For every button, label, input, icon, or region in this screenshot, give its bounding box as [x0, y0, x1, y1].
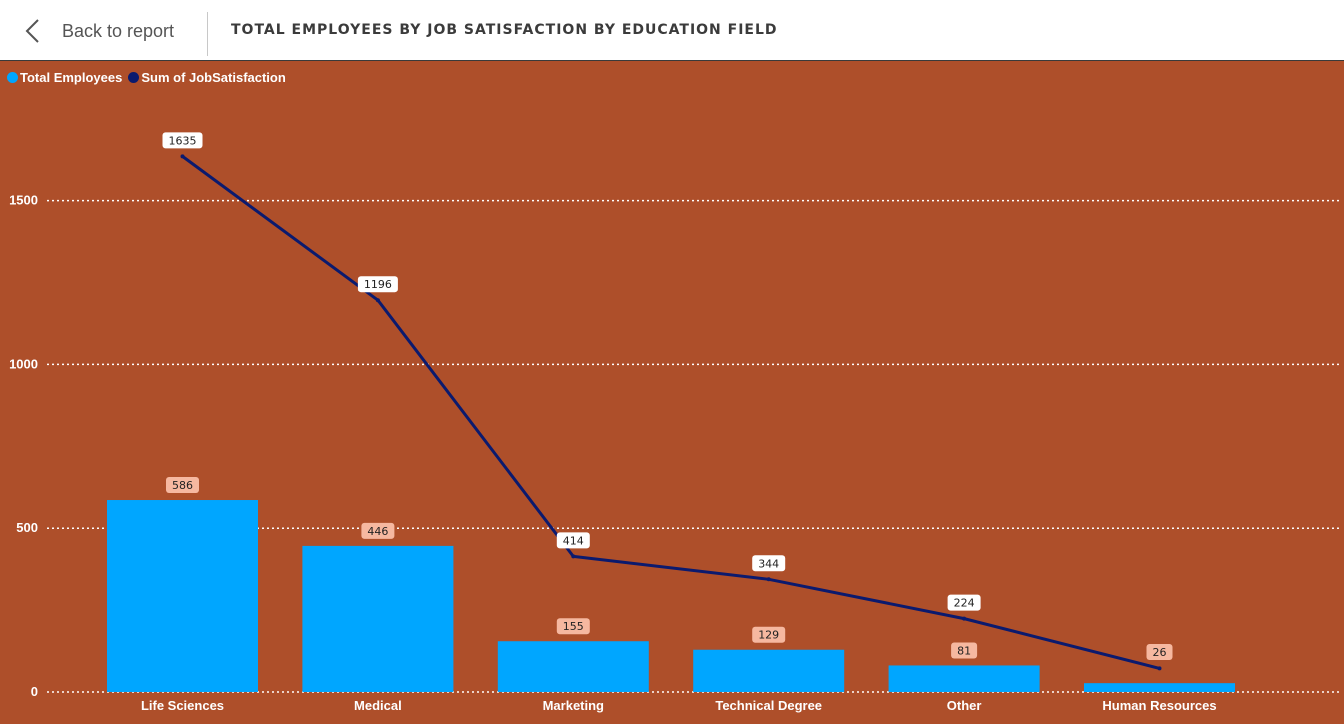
bar-data-label-other-text: 81 — [957, 644, 971, 657]
y-tick-label: 1000 — [9, 356, 38, 371]
line-data-label-technical-degree-bg — [752, 555, 786, 572]
x-category-label: Life Sciences — [141, 698, 224, 713]
x-category-label: Technical Degree — [715, 698, 822, 713]
line-data-label-life-sciences-text: 1635 — [169, 134, 197, 147]
line-data-label-technical-degree-text: 344 — [758, 557, 779, 570]
y-tick-label: 0 — [31, 684, 38, 699]
x-category-label: Medical — [354, 698, 402, 713]
line-data-label-life-sciences: 1635 — [162, 132, 203, 149]
legend: Total Employees Sum of JobSatisfaction — [7, 70, 292, 85]
back-label: Back to report — [62, 20, 175, 41]
x-category-label: Human Resources — [1102, 698, 1216, 713]
bar-data-label-other-bg — [951, 642, 978, 659]
bar-data-label-human-resources-text: 26 — [1153, 646, 1167, 659]
legend-item-sum-job-satisfaction[interactable]: Sum of JobSatisfaction — [128, 70, 286, 85]
line-point-life-sciences[interactable] — [180, 154, 185, 159]
bar-data-label-life-sciences: 586 — [166, 477, 199, 494]
bar-data-label-medical-bg — [361, 522, 395, 539]
bar-data-label-marketing-text: 155 — [563, 620, 584, 633]
line-data-label-marketing: 414 — [556, 532, 590, 549]
line-data-label-marketing-bg — [556, 532, 590, 549]
chart-area: 0 500 1000 1500 Life Sciences Medical Marketin… — [0, 61, 1344, 724]
line-data-label-medical: 1196 — [357, 276, 398, 293]
line-data-label-technical-degree: 344 — [752, 555, 786, 572]
line-sum-job-satisfaction[interactable] — [181, 155, 1160, 670]
bar-other[interactable] — [888, 665, 1040, 692]
legend-label-total-employees: Total Employees — [20, 70, 123, 85]
line-point-other[interactable] — [962, 616, 967, 621]
line-point-human-resources[interactable] — [1157, 666, 1162, 671]
line-data-label-medical-bg — [357, 276, 398, 293]
legend-item-total-employees[interactable]: Total Employees — [7, 70, 122, 85]
combo-chart: 0 500 1000 1500 Life Sciences Medical Marketin… — [9, 132, 1340, 713]
x-category-label: Other — [947, 698, 982, 713]
bar-data-label-marketing: 155 — [556, 618, 590, 635]
bar-data-label-life-sciences-bg — [166, 477, 199, 494]
chart-title: TOTAL EMPLOYEES BY JOB SATISFACTION BY E… — [231, 22, 778, 38]
line-data-label-other: 224 — [947, 594, 981, 611]
back-to-report-button[interactable]: Back to report — [22, 14, 174, 48]
bar-data-label-marketing-bg — [556, 618, 590, 635]
bar-marketing[interactable] — [497, 641, 649, 692]
line-data-label-life-sciences-bg — [162, 132, 203, 149]
bar-data-label-human-resources-bg — [1146, 644, 1173, 660]
bar-data-label-technical-degree-bg — [752, 626, 786, 643]
chevron-left-icon — [25, 19, 39, 43]
bar-data-label-technical-degree-text: 129 — [758, 629, 779, 642]
bar-technical-degree[interactable] — [693, 649, 845, 692]
bar-life-sciences[interactable] — [107, 500, 258, 692]
bar-data-label-human-resources: 26 — [1146, 644, 1173, 660]
y-tick-label: 500 — [16, 520, 38, 535]
bar-data-label-life-sciences-text: 586 — [172, 479, 193, 492]
line-point-technical-degree[interactable] — [766, 577, 771, 582]
bar-medical[interactable] — [302, 545, 454, 692]
line-data-label-other-bg — [947, 594, 981, 611]
legend-label-sum-job-satisfaction: Sum of JobSatisfaction — [141, 70, 286, 85]
x-category-label: Marketing — [543, 698, 604, 713]
line-data-label-marketing-text: 414 — [563, 534, 584, 547]
bar-human-resources[interactable] — [1084, 683, 1235, 692]
line-point-marketing[interactable] — [571, 554, 576, 559]
legend-dot-sum-job-satisfaction — [128, 72, 140, 83]
line-data-label-medical-text: 1196 — [364, 278, 392, 291]
line-data-label-other-text: 224 — [954, 597, 975, 610]
header-divider — [207, 12, 208, 56]
bar-data-label-technical-degree: 129 — [752, 626, 786, 643]
y-tick-label: 1500 — [9, 193, 38, 208]
bar-data-label-medical-text: 446 — [367, 525, 388, 538]
bar-data-label-medical: 446 — [361, 522, 395, 539]
line-point-medical[interactable] — [375, 298, 380, 303]
report-header: Back to report TOTAL EMPLOYEES BY JOB SA… — [0, 0, 1344, 61]
legend-dot-total-employees — [7, 72, 18, 83]
bar-data-label-other: 81 — [951, 642, 978, 659]
